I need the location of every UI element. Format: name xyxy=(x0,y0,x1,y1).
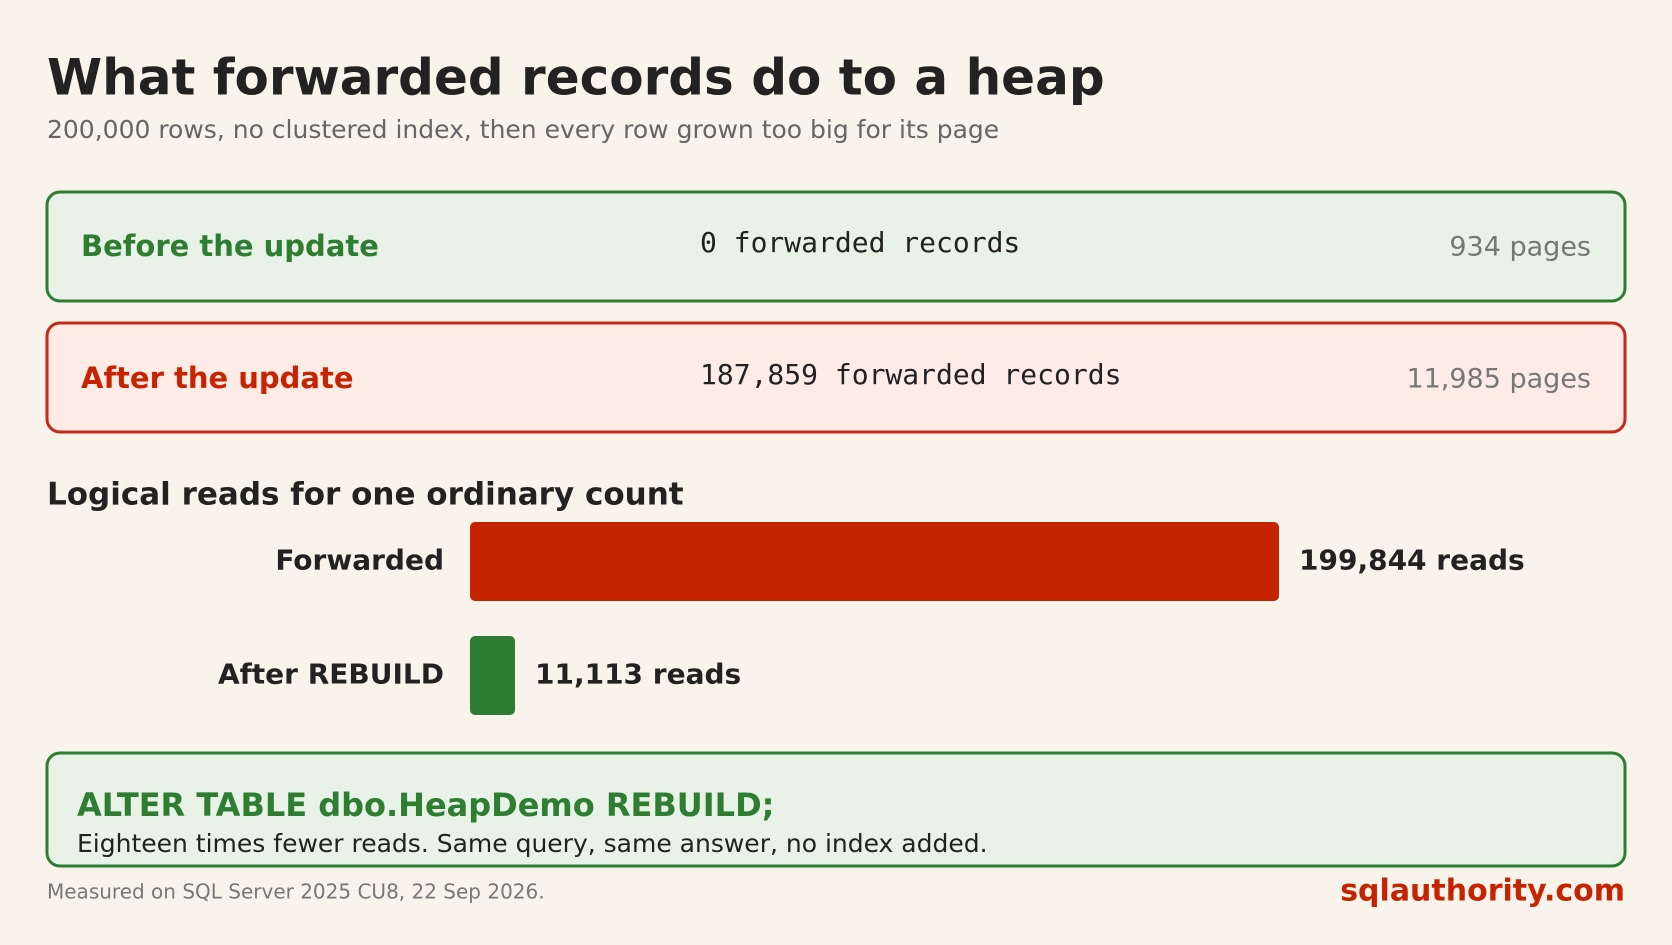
value-label: 11,113 reads xyxy=(535,658,741,691)
category-label: After REBUILD xyxy=(218,658,444,691)
card-pages: 934 pages xyxy=(1449,232,1591,263)
bar-chart: Forwarded 199,844 reads After REBUILD 11,11… xyxy=(218,522,1525,715)
before-card xyxy=(45,190,1627,303)
callout-title: ALTER TABLE dbo.HeapDemo REBUILD; xyxy=(77,786,774,824)
card-records: 0 forwarded records xyxy=(700,226,1020,259)
bar xyxy=(470,636,515,715)
subtitle: 200,000 rows, no clustered index, then e… xyxy=(47,115,999,144)
value-label: 199,844 reads xyxy=(1299,544,1525,577)
card-label: After the update xyxy=(81,361,354,395)
chart-title: Logical reads for one ordinary count xyxy=(47,477,684,513)
bar xyxy=(470,522,1279,601)
after-card xyxy=(45,321,1627,434)
title: What forwarded records do to a heap xyxy=(47,49,1105,107)
brand: sqlauthority.com xyxy=(1340,874,1625,909)
callout-box xyxy=(45,751,1627,868)
card-label: Before the update xyxy=(81,229,379,263)
card-pages: 11,985 pages xyxy=(1406,364,1591,395)
callout-text: Eighteen times fewer reads. Same query, … xyxy=(77,829,988,858)
footer-note: Measured on SQL Server 2025 CU8, 22 Sep … xyxy=(47,880,545,904)
category-label: Forwarded xyxy=(275,544,444,577)
card-records: 187,859 forwarded records xyxy=(700,358,1121,391)
